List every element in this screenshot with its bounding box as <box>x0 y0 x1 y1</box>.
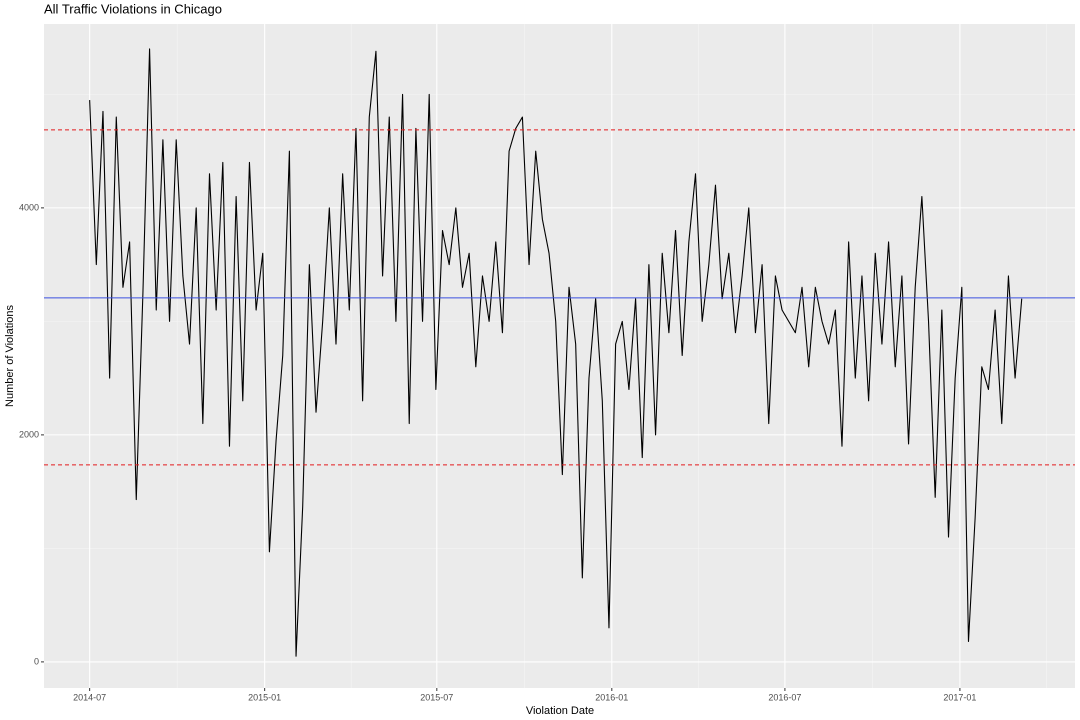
data-line <box>89 48 1023 657</box>
y-tick-label: 0 <box>34 656 39 666</box>
chart-title: All Traffic Violations in Chicago <box>44 1 222 16</box>
y-tick-label: 2000 <box>19 429 39 439</box>
x-tick-label: 2016-07 <box>768 692 801 702</box>
x-tick-label: 2015-07 <box>420 692 453 702</box>
x-tick-label: 2017-01 <box>943 692 976 702</box>
y-axis-label: Number of Violations <box>4 305 16 407</box>
x-tick-label: 2015-01 <box>248 692 281 702</box>
x-tick-label: 2014-07 <box>73 692 106 702</box>
x-tick-label: 2016-01 <box>595 692 628 702</box>
panel <box>44 24 1075 688</box>
x-axis-label: Violation Date <box>526 705 594 717</box>
y-tick-label: 4000 <box>19 202 39 212</box>
